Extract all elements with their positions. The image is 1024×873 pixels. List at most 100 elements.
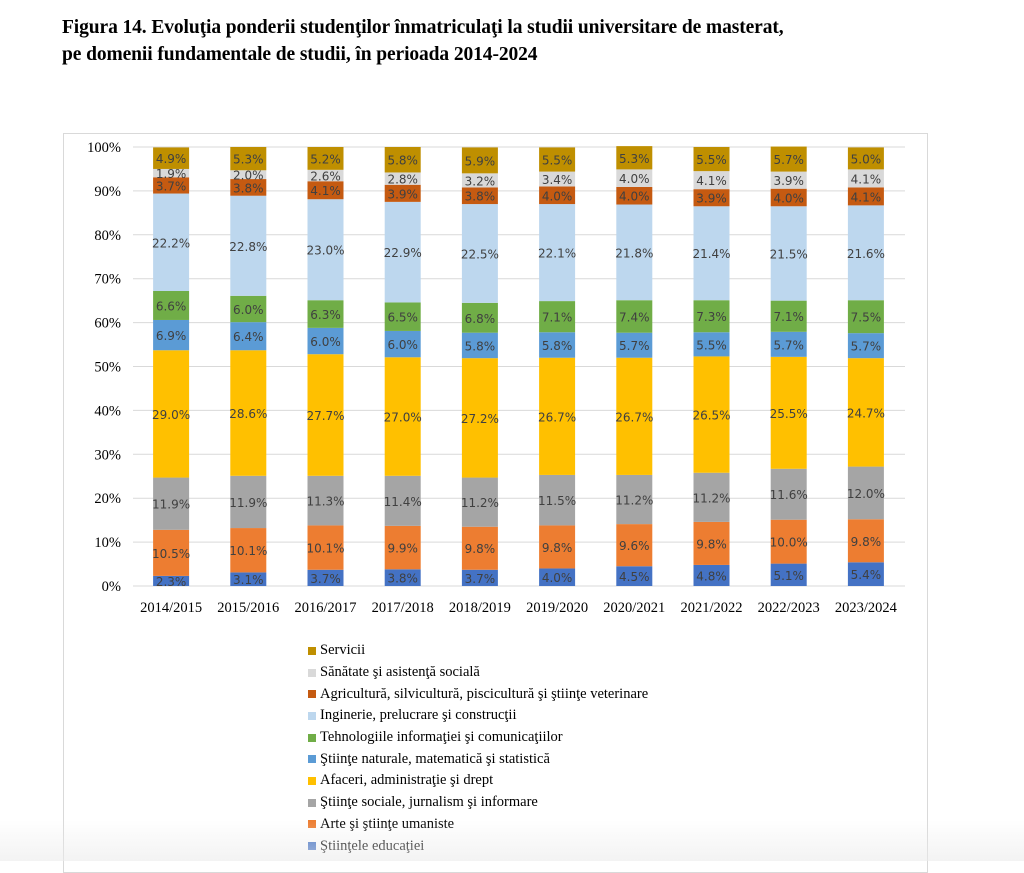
- x-tick-label: 2015/2016: [217, 600, 279, 616]
- data-label: 3.9%: [696, 192, 727, 206]
- legend-label: Ştiinţe naturale, matematică şi statisti…: [320, 750, 550, 767]
- x-tick-label: 2020/2021: [603, 600, 665, 616]
- bar-segment: [539, 474, 576, 526]
- bar-segment: [847, 169, 884, 188]
- bar-segment: [616, 146, 653, 170]
- data-label: 23.0%: [306, 244, 344, 258]
- data-label: 2.0%: [233, 169, 264, 183]
- data-label: 7.3%: [696, 310, 727, 324]
- legend-item: Inginerie, prelucrare şi construcţii: [308, 705, 648, 727]
- x-tick-label: 2022/2023: [758, 600, 820, 616]
- data-label: 4.0%: [619, 190, 650, 204]
- bar-segment: [693, 472, 730, 522]
- data-label: 7.1%: [542, 311, 573, 325]
- data-label: 9.8%: [696, 537, 727, 551]
- data-label: 5.1%: [773, 569, 804, 583]
- data-labels: 2.3%10.5%11.9%29.0%6.9%6.6%22.2%3.7%1.9%…: [152, 152, 885, 589]
- data-label: 22.5%: [461, 247, 499, 261]
- bar-segment: [384, 330, 421, 358]
- data-label: 4.0%: [542, 189, 573, 203]
- data-label: 11.9%: [229, 496, 267, 510]
- bar-segment: [770, 356, 807, 469]
- bar-segment: [307, 199, 344, 301]
- legend-item: Tehnologiile informaţiei şi comunicaţiil…: [308, 727, 648, 749]
- bar-segment: [384, 525, 421, 570]
- bar-segment: [307, 300, 344, 328]
- data-label: 22.8%: [229, 240, 267, 254]
- bar-segment: [461, 204, 498, 303]
- data-label: 3.9%: [773, 174, 804, 188]
- legend-label: Ştiinţe sociale, jurnalism şi informare: [320, 794, 538, 811]
- data-label: 5.7%: [773, 153, 804, 167]
- data-label: 6.0%: [387, 338, 418, 352]
- data-label: 4.5%: [619, 570, 650, 584]
- bar-segment: [384, 147, 421, 173]
- data-label: 9.8%: [851, 535, 882, 549]
- data-label: 4.1%: [851, 190, 882, 204]
- y-tick-label: 40%: [94, 403, 121, 419]
- bar-segment: [230, 322, 267, 351]
- legend-item: Ştiinţe naturale, matematică şi statisti…: [308, 748, 648, 770]
- data-label: 3.7%: [156, 179, 187, 193]
- data-label: 11.5%: [538, 494, 576, 508]
- bar-segment: [384, 172, 421, 185]
- legend-label: Ştiinţele educaţiei: [320, 837, 425, 854]
- bar-segment: [384, 302, 421, 331]
- data-label: 5.3%: [233, 153, 264, 167]
- data-label: 6.4%: [233, 330, 264, 344]
- data-label: 26.5%: [692, 409, 730, 423]
- bar-segment: [693, 147, 730, 172]
- bar-segment: [616, 524, 653, 567]
- bar-segment: [384, 357, 421, 476]
- bar-segment: [539, 147, 576, 172]
- data-label: 5.7%: [773, 338, 804, 352]
- bar-segment: [307, 169, 344, 182]
- data-label: 22.1%: [538, 247, 576, 261]
- data-label: 21.5%: [770, 247, 808, 261]
- bar-segment: [230, 295, 267, 323]
- data-label: 27.2%: [461, 412, 499, 426]
- data-label: 10.0%: [770, 536, 808, 550]
- legend-swatch-icon: [308, 820, 316, 829]
- bar-segment: [616, 566, 653, 586]
- data-label: 5.2%: [310, 152, 341, 166]
- bar-segment: [384, 475, 421, 526]
- data-label: 5.8%: [465, 339, 496, 353]
- bar-segment: [539, 186, 576, 205]
- bar-segment: [153, 147, 190, 169]
- legend-swatch-icon: [308, 690, 316, 699]
- bar-segment: [153, 319, 190, 351]
- legend-swatch-icon: [308, 798, 316, 807]
- legend-label: Servicii: [320, 642, 366, 659]
- data-label: 5.5%: [542, 154, 573, 168]
- bar-segment: [230, 170, 267, 180]
- data-label: 11.2%: [692, 491, 730, 505]
- bar-segment: [847, 187, 884, 206]
- bar-segment: [153, 477, 190, 530]
- legend-swatch-icon: [308, 646, 316, 655]
- data-label: 12.0%: [847, 487, 885, 501]
- data-label: 3.8%: [465, 190, 496, 204]
- bar-segment: [770, 206, 807, 301]
- bar-segment: [307, 327, 344, 355]
- bar-segment: [770, 146, 807, 172]
- legend-label: Inginerie, prelucrare şi construcţii: [320, 707, 517, 724]
- bar-segment: [461, 147, 498, 174]
- data-label: 4.1%: [851, 172, 882, 186]
- data-label: 5.5%: [696, 153, 727, 167]
- x-tick-label: 2023/2024: [835, 600, 898, 616]
- data-label: 11.2%: [461, 496, 499, 510]
- legend-swatch-icon: [308, 711, 316, 720]
- data-label: 2.8%: [387, 173, 418, 187]
- data-label: 3.7%: [310, 572, 341, 586]
- bar-segment: [384, 201, 421, 303]
- x-tick-label: 2019/2020: [526, 600, 588, 616]
- data-label: 4.1%: [696, 174, 727, 188]
- bar-segment: [307, 475, 344, 526]
- data-label: 24.7%: [847, 406, 885, 420]
- data-label: 5.7%: [851, 340, 882, 354]
- bar-segment: [153, 290, 190, 320]
- bar-segment: [616, 332, 653, 358]
- y-tick-label: 30%: [94, 447, 121, 463]
